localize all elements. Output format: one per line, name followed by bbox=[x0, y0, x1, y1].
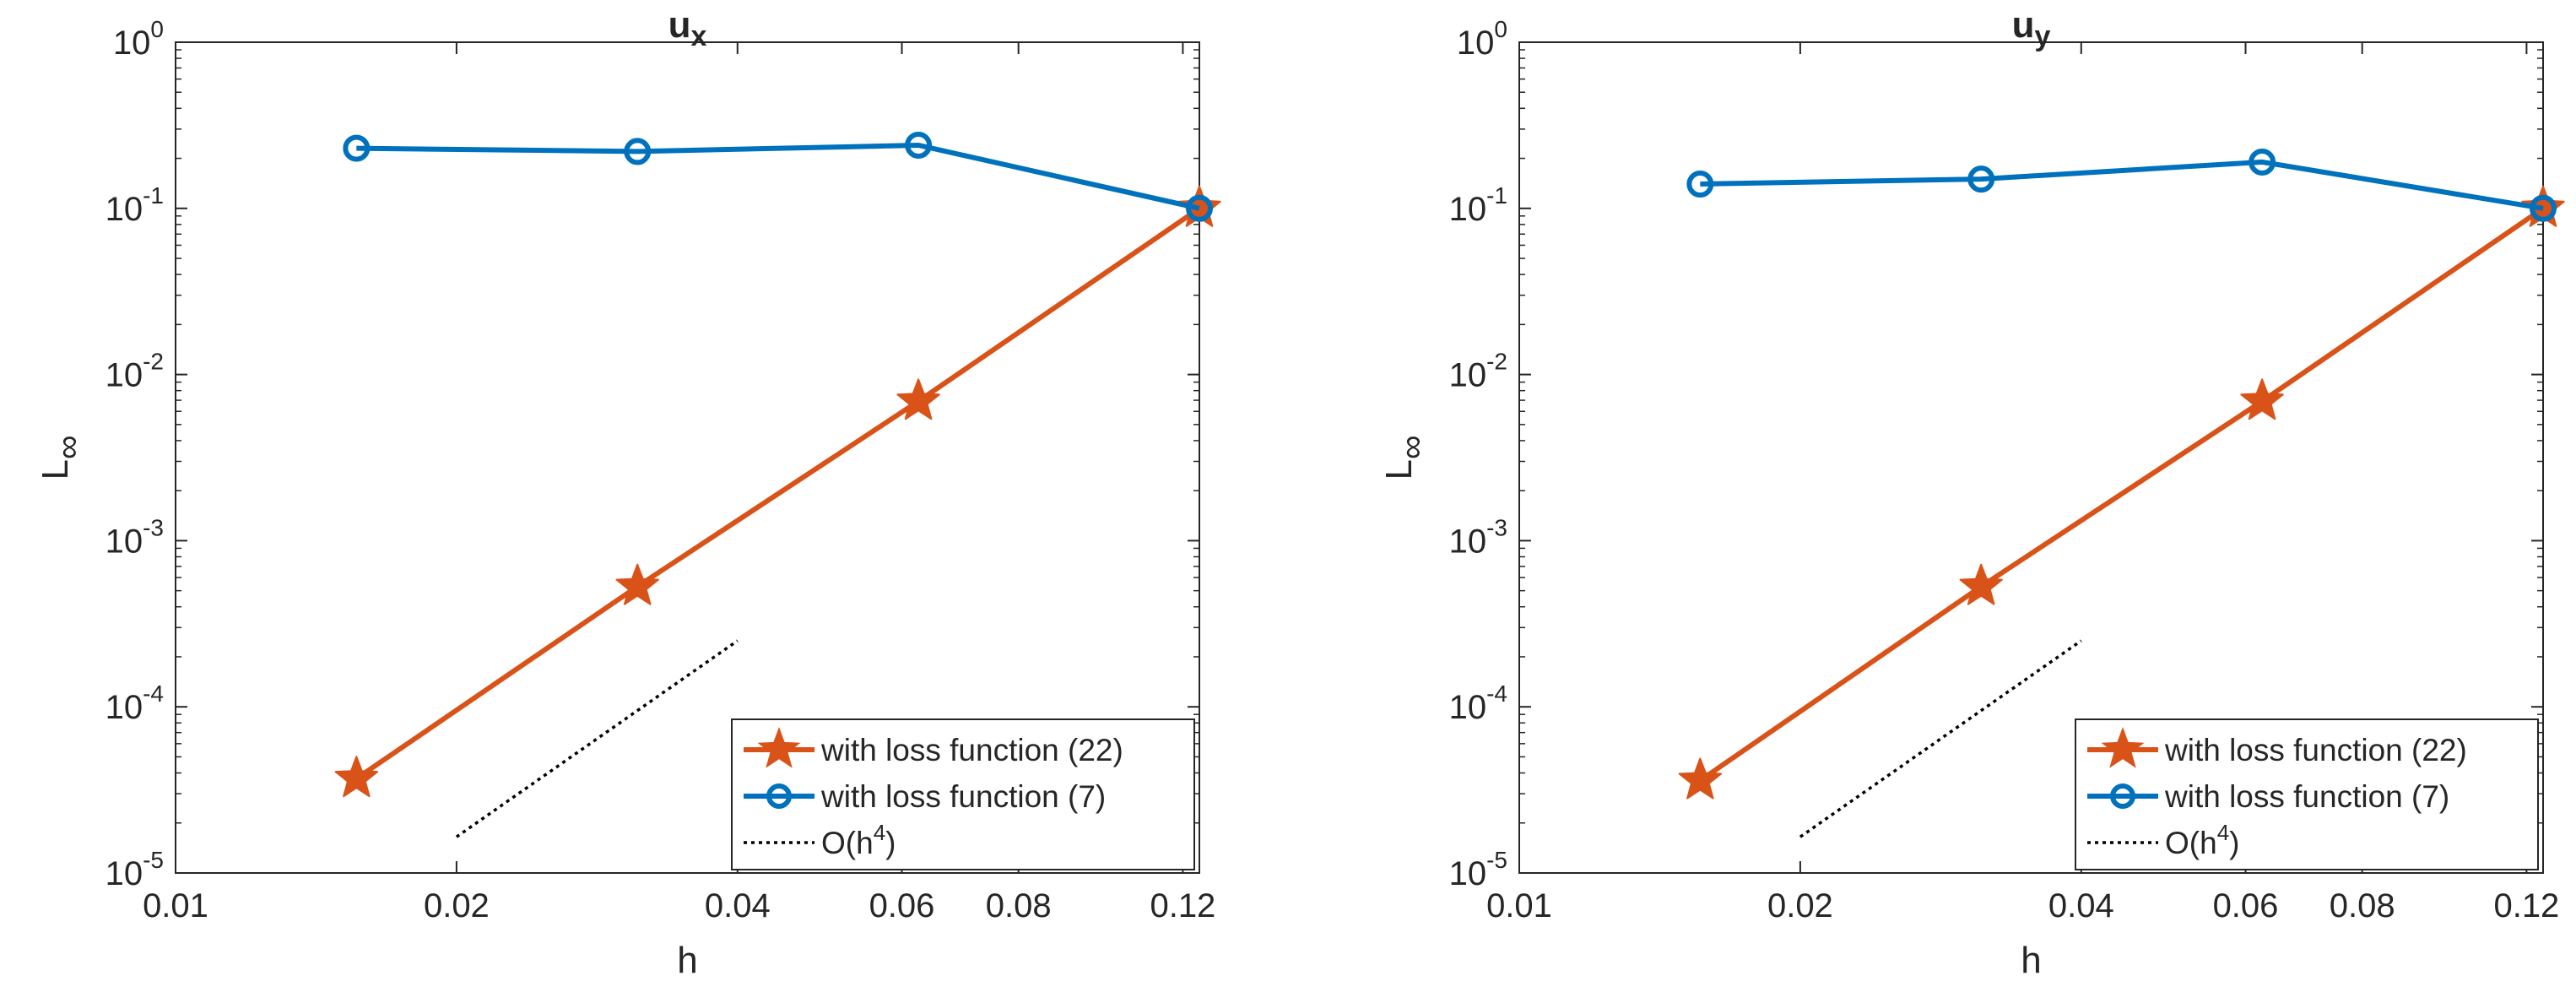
y-tick-label: 10-5 bbox=[1449, 847, 1507, 892]
axes-box bbox=[175, 41, 1200, 874]
x-tick-label: 0.06 bbox=[869, 887, 935, 924]
legend-entry-1: with loss function (22) bbox=[820, 733, 1123, 767]
chart-title: uy bbox=[2012, 4, 2051, 52]
x-tick-label: 0.01 bbox=[143, 887, 208, 924]
legend-entry-1: with loss function (22) bbox=[2164, 733, 2467, 767]
x-axis-label: h bbox=[2021, 940, 2041, 981]
data-point-star bbox=[334, 756, 379, 798]
data-point-circle bbox=[624, 138, 652, 165]
legend: with loss function (22) with loss functio… bbox=[2075, 718, 2539, 870]
data-point-star bbox=[1959, 563, 2003, 605]
data-point-star bbox=[1678, 757, 1723, 800]
data-point-circle bbox=[2530, 194, 2557, 222]
x-tick-label: 0.04 bbox=[2048, 887, 2114, 924]
data-point-circle bbox=[1686, 171, 1714, 198]
data-point-star bbox=[896, 378, 940, 420]
data-point-star bbox=[615, 563, 659, 605]
legend-entry-3: O(h4) bbox=[2165, 820, 2239, 860]
y-tick-label: 10-4 bbox=[106, 680, 164, 726]
y-tick-label: 10-3 bbox=[1449, 514, 1507, 560]
data-point-circle bbox=[343, 134, 371, 162]
axes-box bbox=[1518, 41, 2544, 874]
x-tick-label: 0.12 bbox=[1150, 887, 1215, 924]
series-line-2 bbox=[356, 142, 1200, 211]
y-tick-label: 10-5 bbox=[106, 847, 164, 892]
series-line-1 bbox=[1698, 206, 2545, 783]
legend-entry-3: O(h4) bbox=[821, 820, 896, 860]
chart-title: ux bbox=[668, 4, 707, 52]
y-tick-label: 10-3 bbox=[106, 514, 164, 560]
legend-entry-2: with loss function (7) bbox=[2164, 779, 2449, 814]
y-tick-label: 10-2 bbox=[106, 349, 164, 394]
x-tick-label: 0.08 bbox=[986, 887, 1052, 924]
y-tick-label: 100 bbox=[1457, 16, 1507, 62]
series-line-1 bbox=[354, 206, 1201, 781]
x-tick-label: 0.08 bbox=[2330, 887, 2395, 924]
x-axis-label: h bbox=[677, 940, 697, 981]
legend-star-marker bbox=[2101, 727, 2145, 768]
data-point-star bbox=[2240, 378, 2284, 420]
y-tick-label: 10-1 bbox=[106, 182, 164, 228]
data-point-circle bbox=[1186, 194, 1213, 222]
x-tick-label: 0.01 bbox=[1486, 887, 1552, 924]
y-axis-label: L∞ bbox=[1378, 436, 1431, 480]
chart-panel-2: 10-5 10-4 10-3 10-2 10-1 100 0.01 0.02 0.04 0.06 0… bbox=[1378, 4, 2565, 981]
legend-star-marker bbox=[757, 727, 801, 768]
legend: with loss function (22) with loss functio… bbox=[731, 718, 1195, 870]
x-tick-label: 0.02 bbox=[424, 887, 490, 924]
legend-circle-marker bbox=[2110, 783, 2135, 809]
x-tick-label: 0.04 bbox=[705, 887, 771, 924]
chart-panel-1: 10-5 10-4 10-3 10-2 10-1 100 0.01 0.02 0.04 0.06 0… bbox=[35, 4, 1221, 981]
x-tick-label: 0.02 bbox=[1767, 887, 1833, 924]
y-tick-label: 10-1 bbox=[1449, 182, 1507, 228]
y-tick-label: 10-2 bbox=[1449, 349, 1507, 394]
legend-entry-2: with loss function (7) bbox=[820, 779, 1106, 814]
data-point-circle bbox=[1967, 165, 1995, 193]
data-point-circle bbox=[905, 131, 933, 159]
y-tick-label: 100 bbox=[113, 16, 164, 62]
series-line-2 bbox=[1700, 159, 2544, 211]
data-point-circle bbox=[2249, 148, 2276, 176]
y-axis-label: L∞ bbox=[35, 436, 87, 480]
y-tick-label: 10-4 bbox=[1449, 680, 1507, 726]
x-tick-label: 0.12 bbox=[2493, 887, 2559, 924]
x-tick-label: 0.06 bbox=[2213, 887, 2279, 924]
legend-circle-marker bbox=[766, 783, 792, 809]
